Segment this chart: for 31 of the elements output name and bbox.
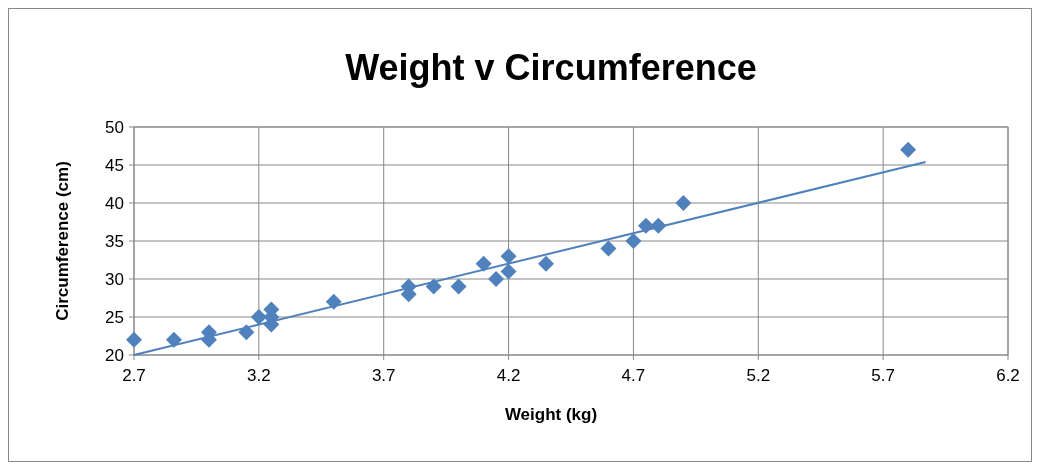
y-tick-label: 35 — [105, 231, 124, 251]
point — [488, 271, 505, 287]
y-tick-label: 25 — [105, 307, 124, 327]
point — [475, 255, 492, 272]
y-axis-title: Circumference (cm) — [53, 161, 72, 321]
x-tick-label: 4.7 — [621, 366, 646, 385]
y-tick-label: 40 — [105, 193, 124, 213]
x-tick-label: 4.2 — [496, 366, 521, 385]
x-tick-label: 6.2 — [996, 366, 1020, 385]
point — [675, 195, 692, 211]
x-tick-label: 3.7 — [371, 366, 396, 385]
point — [600, 240, 617, 257]
x-tick-label: 5.2 — [746, 366, 771, 385]
x-tick-label: 5.7 — [871, 366, 895, 385]
point — [500, 248, 517, 265]
point — [165, 331, 182, 348]
point — [625, 233, 642, 249]
chart-title: Weight v Circumference — [345, 47, 757, 88]
y-tick-label: 50 — [105, 117, 124, 137]
y-tick-label: 20 — [105, 345, 124, 365]
point — [500, 263, 517, 280]
x-tick-label: 3.2 — [247, 366, 271, 385]
y-tick-label: 30 — [105, 269, 124, 289]
point — [250, 309, 267, 325]
x-axis-title: Weight (kg) — [504, 405, 598, 424]
y-tick-label: 45 — [105, 155, 124, 175]
point — [538, 255, 555, 272]
x-tick-label: 2.7 — [122, 366, 146, 385]
point — [900, 141, 917, 158]
point — [450, 278, 467, 295]
point — [126, 331, 142, 348]
